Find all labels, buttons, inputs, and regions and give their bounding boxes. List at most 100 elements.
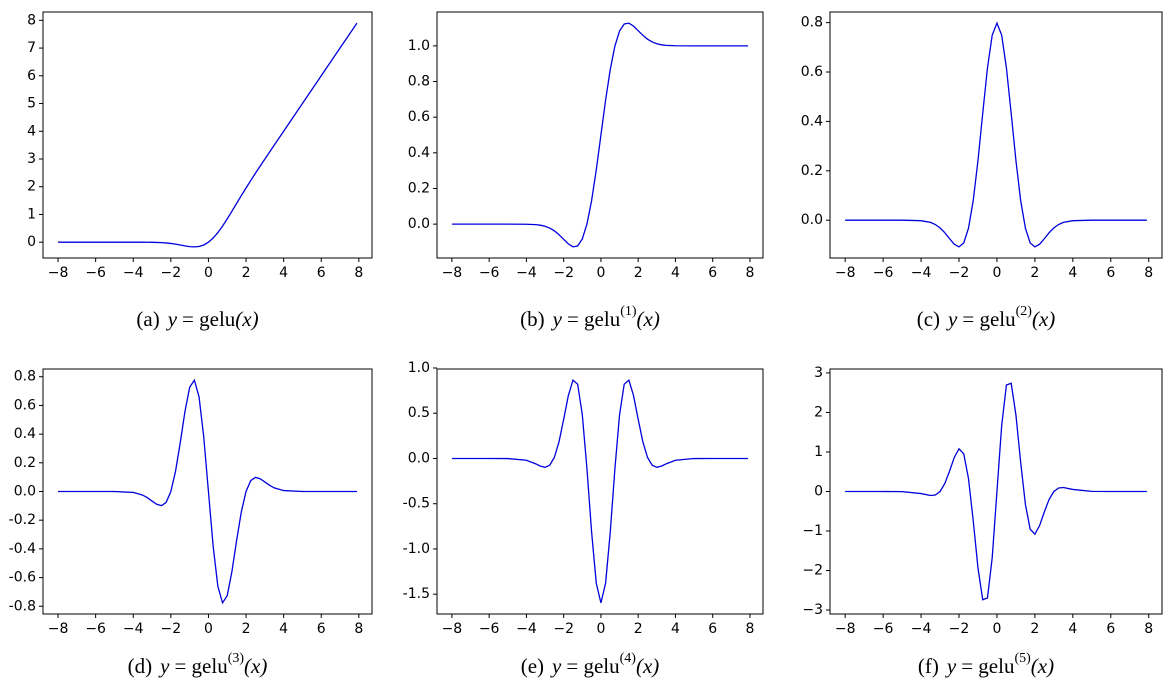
y-tick-label: 5 (27, 96, 36, 112)
x-tick-label: −6 (873, 265, 894, 281)
y-tick-label: 0.0 (408, 216, 430, 232)
x-tick-label: 4 (1068, 265, 1077, 281)
y-tick-label: 0.2 (408, 180, 430, 196)
caption-eq: = gelu (567, 307, 621, 331)
x-tick-label: −4 (123, 265, 144, 281)
plot-area (845, 21, 1147, 248)
caption-eq: = gelu (174, 654, 228, 678)
x-tick-label: −4 (123, 621, 144, 637)
caption-var: y (551, 307, 563, 331)
x-tick-label: 0 (596, 265, 605, 281)
caption-label: (a) (136, 307, 159, 331)
plot-area (58, 378, 357, 605)
curve (845, 21, 1147, 248)
x-tick-label: −2 (553, 621, 574, 637)
caption-label: (f) (918, 654, 939, 678)
x-tick-label: 8 (354, 621, 363, 637)
x-tick-label: −8 (48, 621, 69, 637)
y-tick-label: 1 (27, 206, 36, 222)
y-tick-label: 4 (27, 123, 36, 139)
y-tick-label: -0.6 (9, 570, 36, 586)
x-tick-label: 0 (204, 265, 213, 281)
x-tick-label: −6 (873, 621, 894, 637)
y-tick-label: 0.2 (14, 455, 36, 471)
y-tick-label: 2 (27, 179, 36, 195)
caption-arg: (x) (1032, 307, 1055, 331)
caption-arg: (x) (1031, 654, 1054, 678)
caption-arg: (x) (244, 654, 267, 678)
y-tick-label: 2 (814, 404, 823, 420)
x-tick-label: −4 (516, 621, 537, 637)
axes-frame (42, 11, 373, 259)
x-tick-label: −6 (85, 621, 106, 637)
x-tick-label: −4 (516, 265, 537, 281)
caption-var: y (945, 654, 957, 678)
y-tick-label: -1.0 (403, 541, 430, 557)
x-tick-label: 6 (317, 621, 326, 637)
caption: (a) y = gelu(x) (136, 307, 258, 331)
x-tick-label: −8 (835, 265, 856, 281)
x-tick-label: 2 (634, 265, 643, 281)
x-tick-label: −8 (835, 621, 856, 637)
x-tick-label: 8 (354, 265, 363, 281)
axes-frame (436, 368, 764, 615)
y-tick-label: 1 (814, 444, 823, 460)
axes-frame (829, 368, 1163, 615)
y-tick-label: 0.8 (14, 369, 36, 385)
x-tick-label: 4 (671, 621, 680, 637)
y-tick-label: 0.8 (408, 74, 430, 90)
x-tick-label: 0 (992, 621, 1001, 637)
x-tick-label: −4 (911, 621, 932, 637)
y-tick-label: 8 (27, 12, 36, 28)
y-tick-label: 1.0 (408, 38, 430, 54)
x-tick-label: −2 (949, 265, 970, 281)
x-tick-label: 8 (1144, 621, 1153, 637)
y-tick-label: 0.4 (408, 145, 430, 161)
x-tick-label: 6 (708, 265, 717, 281)
plot-area (58, 22, 358, 248)
x-tick-label: 0 (992, 265, 1001, 281)
plot-area (451, 22, 749, 248)
x-tick-label: 6 (708, 621, 717, 637)
x-tick-label: 0 (596, 621, 605, 637)
caption: (e) y = gelu(4)(x) (521, 651, 660, 678)
x-tick-label: 8 (745, 621, 754, 637)
y-tick-label: -1.5 (403, 586, 430, 602)
caption-sup: (5) (1014, 651, 1031, 666)
y-tick-label: 3 (814, 365, 823, 381)
caption-sup: (1) (620, 304, 637, 319)
caption: (c) y = gelu(2)(x) (917, 304, 1056, 331)
x-tick-label: 2 (242, 621, 251, 637)
curve (58, 22, 358, 248)
caption-sup: (3) (228, 651, 245, 666)
x-tick-label: −2 (161, 621, 182, 637)
x-tick-label: 8 (745, 265, 754, 281)
caption-sup: (2) (1016, 304, 1033, 319)
y-tick-label: 6 (27, 68, 36, 84)
caption-label: (b) (520, 307, 545, 331)
y-tick-label: -0.8 (9, 598, 36, 614)
curve (451, 22, 749, 248)
y-tick-label: 0.5 (408, 405, 430, 421)
plot-area (451, 378, 749, 604)
x-tick-label: 2 (1030, 265, 1039, 281)
caption: (f) y = gelu(5)(x) (918, 651, 1054, 678)
axes-frame (42, 368, 373, 615)
x-tick-label: 2 (634, 621, 643, 637)
caption-eq: = gelu (566, 654, 620, 678)
y-tick-label: 7 (27, 40, 36, 56)
x-tick-label: 4 (279, 621, 288, 637)
x-tick-label: −8 (48, 265, 69, 281)
caption-label: (e) (521, 654, 544, 678)
x-tick-label: 0 (204, 621, 213, 637)
x-tick-label: −2 (553, 265, 574, 281)
x-tick-label: −6 (479, 265, 500, 281)
x-tick-label: −8 (442, 621, 463, 637)
x-tick-label: 6 (1106, 265, 1115, 281)
y-tick-label: −3 (802, 602, 823, 618)
x-tick-label: −2 (161, 265, 182, 281)
axes-frame (829, 11, 1163, 259)
y-tick-label: −1 (802, 523, 823, 539)
x-tick-label: 4 (1068, 621, 1077, 637)
